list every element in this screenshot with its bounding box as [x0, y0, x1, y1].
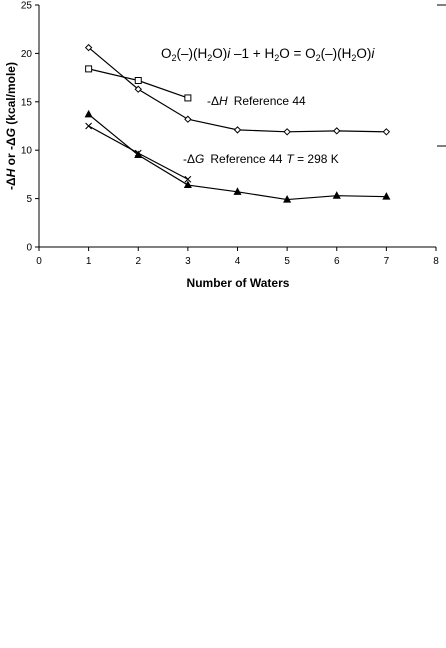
data-point-square — [184, 94, 192, 102]
y-axis-title-part-5: (kcal/mole) — [4, 62, 18, 128]
dh-prefix: -Δ — [207, 94, 219, 108]
eq-o2a-sub: 2 — [172, 53, 177, 63]
eq-o2a: O — [161, 46, 172, 61]
data-point-diamond — [84, 43, 93, 52]
y-tick-label: 20 — [21, 49, 33, 60]
dg-prefix: -Δ — [183, 152, 195, 166]
x-tick-label: 6 — [334, 256, 340, 267]
y-axis-title: -ΔH or -ΔG (kcal/mole) — [4, 62, 18, 190]
y-tick-label: 5 — [26, 194, 32, 205]
data-point-diamond — [134, 85, 142, 93]
eq-part3: –1 + H — [230, 46, 274, 61]
data-point-diamond — [382, 128, 391, 136]
data-point-cross — [184, 175, 192, 183]
data-point-triangle — [183, 180, 192, 189]
eq-part4: O = O — [279, 46, 315, 61]
data-point-diamond — [233, 126, 242, 134]
x-tick-label: 7 — [384, 256, 390, 267]
y-axis-title-part-3: or -Δ — [4, 137, 18, 169]
x-tick-label: 2 — [135, 256, 141, 267]
dh-annotation: -ΔH Reference 44 — [207, 94, 306, 108]
series-group — [84, 43, 391, 203]
eq-h2a-sub: 2 — [207, 53, 212, 63]
eq-i2: i — [371, 46, 375, 61]
dg-annotation: -ΔG Reference 44 T = 298 K — [183, 152, 339, 166]
x-tick-label: 3 — [185, 256, 191, 267]
y-axis-title-part-2: H — [4, 168, 18, 177]
y-tick-label: 15 — [21, 97, 33, 108]
x-axis-title: Number of Waters — [187, 276, 290, 290]
data-point-diamond — [184, 115, 192, 123]
x-tick-label: 5 — [284, 256, 290, 267]
data-point-triangle — [283, 195, 292, 203]
dh-var: H — [219, 94, 228, 108]
data-point-triangle — [382, 192, 391, 200]
eq-h2b-sub: 2 — [274, 53, 279, 63]
data-point-cross — [134, 149, 142, 157]
data-point-cross — [85, 122, 93, 130]
eq-part1: (–)(H — [177, 46, 208, 61]
dg-ref: Reference 44 — [210, 152, 282, 166]
data-point-square — [85, 65, 93, 73]
data-point-diamond — [283, 128, 291, 136]
y-axis-title-part-4: G — [4, 128, 18, 137]
dg-tval: = 298 K — [294, 152, 339, 166]
data-point-square — [134, 77, 142, 85]
dg-tvar: T — [286, 152, 295, 166]
data-point-triangle — [84, 109, 93, 118]
eq-part5: (–)(H — [321, 46, 352, 61]
x-tick-label: 8 — [433, 256, 439, 267]
x-tick-label: 4 — [235, 256, 241, 267]
data-point-triangle — [332, 191, 341, 199]
axis-ticks: 0 1 2 3 4 5 6 7 8 0 5 10 15 20 25 — [21, 1, 439, 268]
y-tick-label: 10 — [21, 146, 33, 157]
eq-part2: O) — [212, 46, 227, 61]
y-tick-label: 25 — [21, 1, 33, 12]
y-axis-title-part-1: -Δ — [4, 177, 18, 190]
eq-h2c-sub: 2 — [351, 53, 356, 63]
y-tick-label: 0 — [26, 243, 32, 254]
eq-o2b-sub: 2 — [316, 53, 321, 63]
data-point-diamond — [333, 127, 341, 135]
eq-part6: O) — [356, 46, 371, 61]
equation-annotation: O2(–)(H2O)i –1 + H2O = O2(–)(H2O)i — [161, 46, 375, 63]
data-point-triangle — [233, 187, 242, 195]
eq-i1: i — [227, 46, 231, 61]
dg-var: G — [195, 152, 204, 166]
x-tick-label: 1 — [86, 256, 92, 267]
x-tick-label: 0 — [36, 256, 42, 267]
dh-ref: Reference 44 — [234, 94, 306, 108]
